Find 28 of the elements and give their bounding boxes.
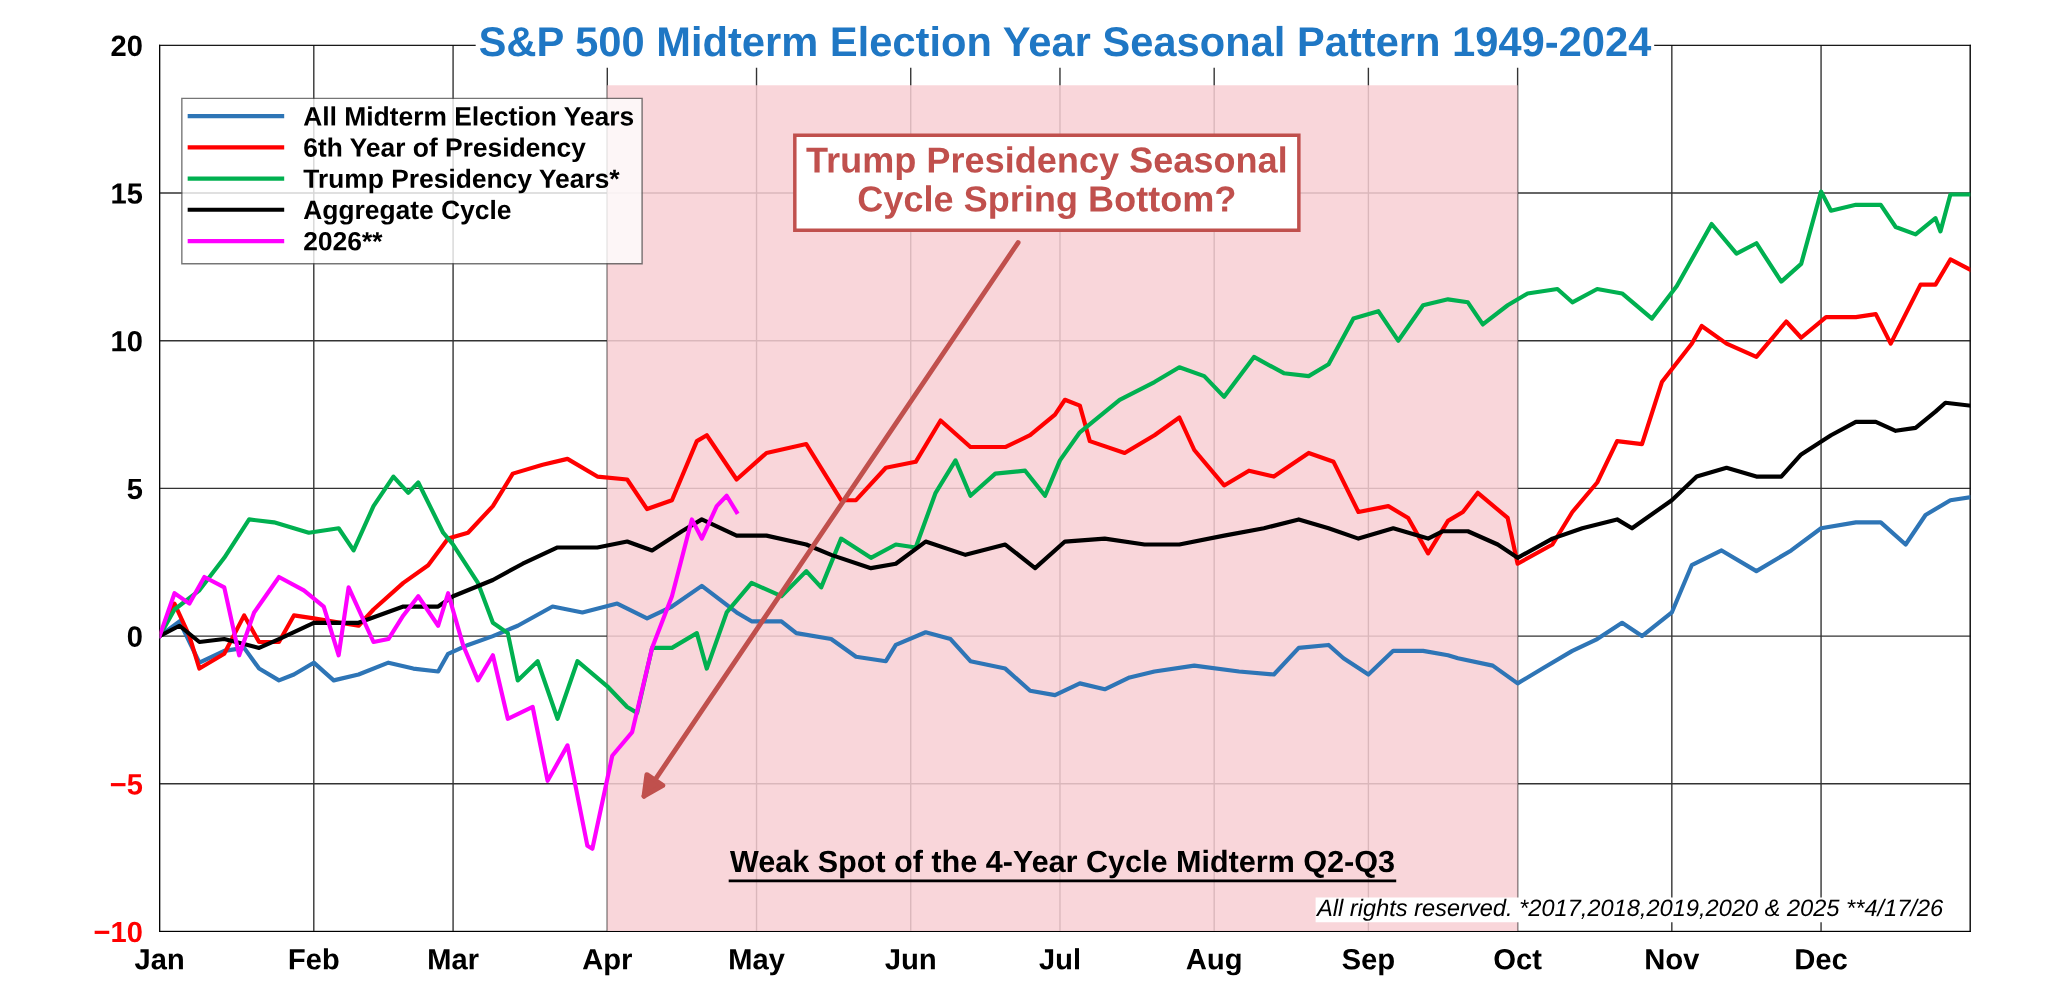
y-tick-label: 15 (112, 183, 143, 204)
x-tick-label: May (730, 949, 785, 976)
y-tick-label: −5 (110, 774, 143, 795)
x-tick-label: Apr (582, 949, 632, 976)
legend-label: Aggregate Cycle (303, 199, 511, 225)
y-tick-label: 0 (127, 626, 142, 647)
x-tick-label: Dec (1796, 949, 1847, 970)
x-tick-label: Jan (134, 949, 183, 970)
annotation: Trump Presidency Seasonal Cycle Spring Bottom? (806, 146, 1286, 220)
y-tick-label: 10 (112, 330, 142, 352)
annotation: All rights reserved. *2017,2018,2019,2020 & 2025 **4/17/26 (1315, 898, 1944, 921)
x-tick-label: Aug (1186, 949, 1241, 976)
x-tick-label: Jun (885, 949, 935, 970)
band-label: Weak Spot of the 4-Year Cycle Midterm Q2-Q3 (729, 849, 1394, 879)
x-tick-label: Nov (1646, 949, 1700, 970)
legend-label: 6th Year of Presidency (304, 137, 586, 163)
x-tick-label: Mar (429, 949, 479, 970)
x-tick-label: Feb (289, 948, 339, 970)
legend-label: All Midterm Election Years (303, 106, 634, 126)
y-tick-label: 5 (127, 478, 143, 500)
legend-label: Trump Presidency Years* (303, 168, 620, 194)
x-tick-label: Jul (1039, 948, 1079, 970)
y-tick-label: −10 (94, 921, 142, 943)
y-tick-label: 20 (111, 35, 142, 57)
chart-title: S&P 500 Midterm Election Year Seasonal Pattern 1949-2024 (479, 25, 1652, 57)
x-tick-label: Sep (1342, 948, 1394, 976)
legend-label: 2026** (304, 231, 383, 251)
x-tick-label: Oct (1494, 948, 1542, 970)
